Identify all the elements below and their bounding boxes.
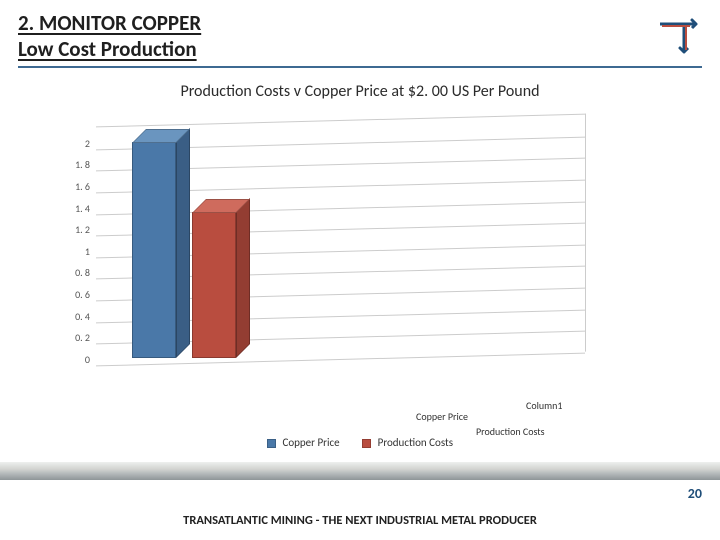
title-underline [18, 66, 702, 68]
title-line-2: Low Cost Production [18, 36, 201, 62]
y-tick-label: 0. 2 [50, 331, 90, 344]
category-label: Copper Price [416, 410, 468, 423]
brand-logo [656, 14, 700, 63]
y-tick-label: 0 [50, 353, 90, 366]
y-tick-label: 1. 4 [50, 202, 90, 215]
y-tick-label: 0. 8 [50, 266, 90, 279]
bar-chart: 00. 20. 40. 60. 811. 21. 41. 61. 82 Colu… [56, 114, 616, 414]
slide-root: 2. MONITOR COPPER Low Cost Production Pr… [0, 0, 720, 540]
bar-production-costs [192, 212, 236, 358]
legend-swatch-production-costs [362, 439, 371, 448]
chart-legend: Copper Price Production Costs [0, 436, 720, 449]
chart-title: Production Costs v Copper Price at $2. 0… [0, 82, 720, 101]
legend-label: Copper Price [282, 436, 339, 449]
page-number: 20 [688, 485, 702, 502]
y-tick-label: 1. 6 [50, 180, 90, 193]
slide-title: 2. MONITOR COPPER Low Cost Production [18, 10, 201, 63]
plot-3d [96, 120, 586, 358]
y-tick-label: 2 [50, 137, 90, 150]
y-tick-label: 1 [50, 245, 90, 258]
footer-image-strip [0, 462, 720, 480]
y-tick-label: 0. 4 [50, 310, 90, 323]
legend-item-copper-price: Copper Price [267, 436, 340, 449]
y-tick-label: 1. 2 [50, 223, 90, 236]
footer-text: TRANSATLANTIC MINING - THE NEXT INDUSTRI… [0, 513, 720, 528]
depth-label-column1: Column1 [526, 394, 562, 418]
legend-swatch-copper-price [267, 439, 276, 448]
legend-item-production-costs: Production Costs [362, 436, 453, 449]
title-line-1: 2. MONITOR COPPER [18, 10, 201, 36]
legend-label: Production Costs [378, 436, 453, 449]
compass-arrow-icon [656, 14, 700, 58]
y-tick-label: 1. 8 [50, 158, 90, 171]
y-tick-label: 0. 6 [50, 288, 90, 301]
bar-copper-price [132, 142, 176, 358]
